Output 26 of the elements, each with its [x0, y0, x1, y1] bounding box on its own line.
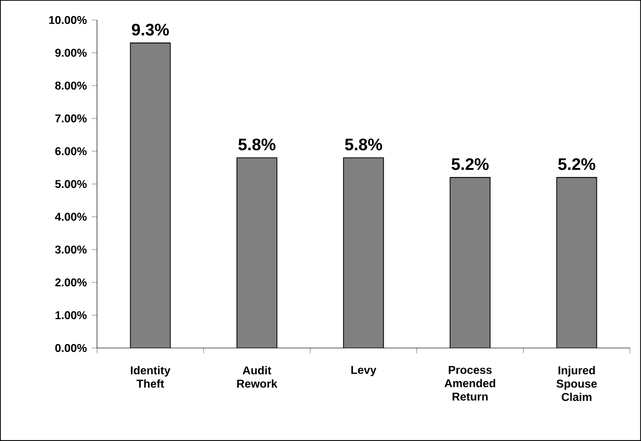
y-tick-label: 6.00%: [55, 147, 87, 156]
y-tick-label: 5.00%: [55, 180, 87, 188]
y-tick-label: 0.00%: [55, 344, 87, 352]
bar: [450, 177, 491, 348]
bar: [556, 177, 598, 348]
bar: [130, 42, 171, 348]
data-label: 5.8%: [238, 138, 276, 150]
x-tick-label: Injured Spouse Claim: [556, 366, 597, 402]
y-tick-label: 10.00%: [49, 16, 87, 24]
x-tick-label: Identity Theft: [130, 366, 170, 388]
y-tick-label: 4.00%: [54, 212, 87, 221]
y-tick-label: 1.00%: [56, 311, 87, 320]
data-label: 5.2%: [452, 158, 489, 170]
y-tick-label: 8.00%: [55, 82, 87, 90]
data-label: 5.2%: [558, 158, 596, 170]
bar: [343, 157, 384, 348]
bar: [236, 157, 278, 348]
y-tick-label: 7.00%: [55, 114, 87, 122]
y-tick-label: 2.00%: [55, 278, 87, 286]
data-label: 5.8%: [345, 138, 382, 150]
data-label: 9.3%: [132, 24, 169, 36]
x-tick-label: Levy: [351, 366, 376, 376]
y-tick-label: 3.00%: [55, 246, 87, 254]
x-tick-label: Audit Rework: [237, 366, 278, 388]
y-tick-label: 9.00%: [55, 48, 87, 57]
x-tick-label: Process Amended Return: [444, 366, 496, 401]
